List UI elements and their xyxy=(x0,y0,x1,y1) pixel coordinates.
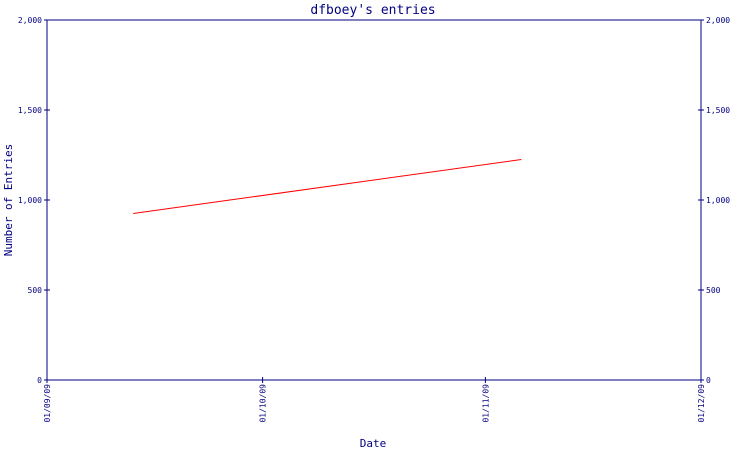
y-tick-label-left: 1,000 xyxy=(18,196,42,205)
y-tick-label-left: 2,000 xyxy=(18,16,42,25)
y-axis-left: 0 500 1,000 1,500 2,000 xyxy=(18,16,50,385)
x-tick-label: 01/09/09 xyxy=(43,384,52,423)
y-tick-label-right: 1,500 xyxy=(706,106,730,115)
series-layer xyxy=(133,159,522,214)
y-tick-label-right: 500 xyxy=(706,286,721,295)
y-tick-label-left: 500 xyxy=(28,286,43,295)
y-tick-label-right: 2,000 xyxy=(706,16,730,25)
y-tick-label-right: 1,000 xyxy=(706,196,730,205)
y-tick-label-left: 1,500 xyxy=(18,106,42,115)
plot-frame xyxy=(46,19,702,381)
x-axis: 01/09/09 01/10/09 01/11/09 01/12/09 xyxy=(43,377,706,423)
y-tick-label-right: 0 xyxy=(706,376,711,385)
x-tick-label: 01/11/09 xyxy=(481,384,490,423)
x-tick-label: 01/10/09 xyxy=(259,384,268,423)
series-line xyxy=(133,159,522,214)
x-axis-label: Date xyxy=(360,437,387,450)
y-axis-right: 0 500 1,000 1,500 2,000 xyxy=(698,16,730,385)
chart-title: dfboey's entries xyxy=(310,3,435,18)
y-axis-label: Number of Entries xyxy=(2,144,15,257)
y-tick-label-left: 0 xyxy=(37,376,42,385)
x-tick-label: 01/12/09 xyxy=(697,384,706,423)
